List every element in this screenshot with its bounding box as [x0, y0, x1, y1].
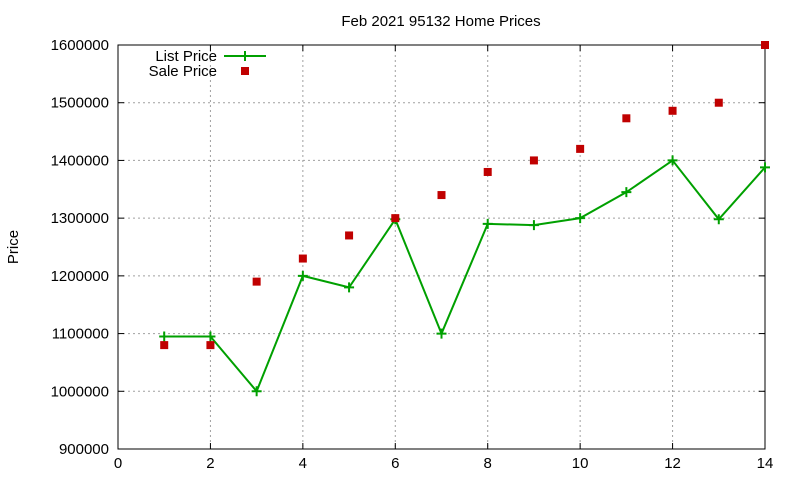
sale-price-point — [206, 341, 215, 350]
sale-price-point — [622, 114, 631, 123]
y-tick-label: 1500000 — [51, 95, 109, 112]
sale-price-point — [160, 341, 169, 350]
sale-price-point — [761, 41, 769, 49]
sale-price-point — [252, 277, 261, 286]
y-tick-label: 1000000 — [51, 383, 109, 400]
x-tick-label: 14 — [757, 455, 774, 472]
sale-price-point — [298, 254, 307, 263]
axis-ticks: 0 2 4 6 8 10 12 14 900000 1000000 1100000 1200000 13… — [51, 37, 774, 472]
x-tick-label: 2 — [206, 455, 214, 472]
list-price-point — [344, 282, 355, 293]
y-tick-label: 1600000 — [51, 37, 109, 54]
x-tick-label: 12 — [664, 455, 681, 472]
legend: List Price Sale Price — [149, 48, 266, 80]
list-price-point — [667, 155, 678, 166]
grid-lines — [118, 45, 765, 449]
list-price-point — [528, 220, 539, 231]
legend-marker-sale-price — [241, 67, 249, 75]
sale-price-point — [529, 156, 538, 165]
list-price-point — [482, 218, 493, 229]
list-price-point — [205, 331, 216, 342]
sale-price-point — [668, 106, 677, 115]
legend-entry-sale-price: Sale Price — [149, 63, 249, 80]
list-price-point — [621, 187, 632, 198]
sale-price-point — [437, 191, 446, 200]
list-price-point — [713, 214, 724, 225]
plot-border — [117, 44, 766, 450]
sale-price-point — [714, 98, 723, 107]
x-tick-label: 8 — [484, 455, 492, 472]
y-tick-label: 1400000 — [51, 152, 109, 169]
legend-label-list-price: List Price — [155, 48, 217, 65]
sale-price-point — [391, 214, 400, 223]
y-tick-label: 1100000 — [52, 326, 109, 343]
x-tick-label: 4 — [299, 455, 307, 472]
list-price-line — [164, 159, 766, 394]
series-layer — [159, 41, 770, 397]
list-price-point — [436, 328, 447, 339]
y-tick-label: 900000 — [59, 441, 109, 458]
y-axis-label: Price — [5, 230, 22, 264]
list-price-point — [760, 162, 770, 173]
list-price-point — [159, 331, 170, 342]
sale-price-point — [483, 167, 492, 176]
list-price-point — [297, 270, 308, 281]
list-price-point — [575, 213, 586, 224]
x-tick-label: 6 — [391, 455, 399, 472]
sale-price-point — [576, 144, 585, 153]
legend-entry-list-price: List Price — [155, 48, 266, 65]
x-tick-label: 10 — [572, 455, 589, 472]
y-tick-label: 1200000 — [51, 268, 109, 285]
list-price-point — [251, 386, 262, 397]
x-tick-label: 0 — [114, 455, 122, 472]
chart-title: Feb 2021 95132 Home Prices — [341, 13, 540, 30]
sale-price-point — [345, 231, 354, 240]
y-tick-label: 1300000 — [51, 210, 109, 227]
legend-label-sale-price: Sale Price — [149, 63, 217, 80]
legend-marker-list-price — [240, 51, 250, 61]
